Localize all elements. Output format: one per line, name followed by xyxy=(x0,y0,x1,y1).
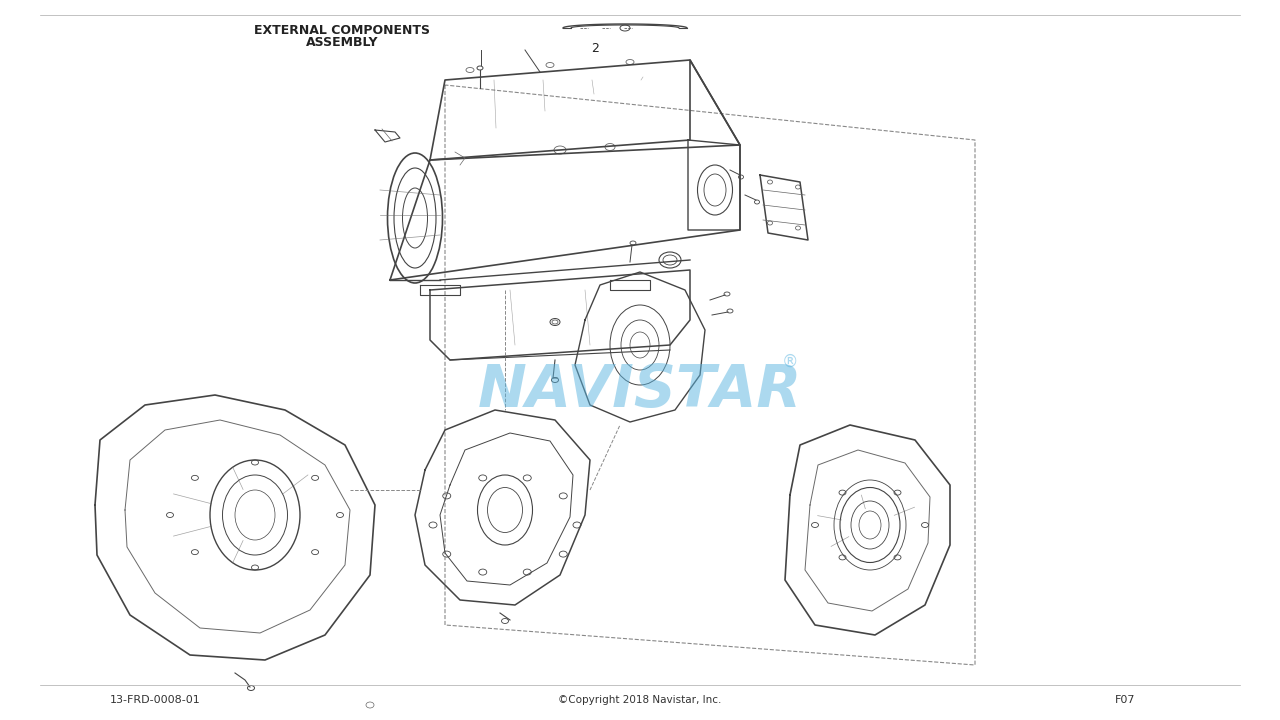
Text: ®: ® xyxy=(782,353,799,371)
Text: EXTERNAL COMPONENTS: EXTERNAL COMPONENTS xyxy=(253,24,430,37)
Text: NAVISTAR: NAVISTAR xyxy=(477,361,803,418)
Text: F07: F07 xyxy=(1115,695,1135,705)
Text: ©Copyright 2018 Navistar, Inc.: ©Copyright 2018 Navistar, Inc. xyxy=(558,695,722,705)
Text: ASSEMBLY: ASSEMBLY xyxy=(306,35,379,48)
Text: 2: 2 xyxy=(591,42,599,55)
Text: 13-FRD-0008-01: 13-FRD-0008-01 xyxy=(110,695,201,705)
